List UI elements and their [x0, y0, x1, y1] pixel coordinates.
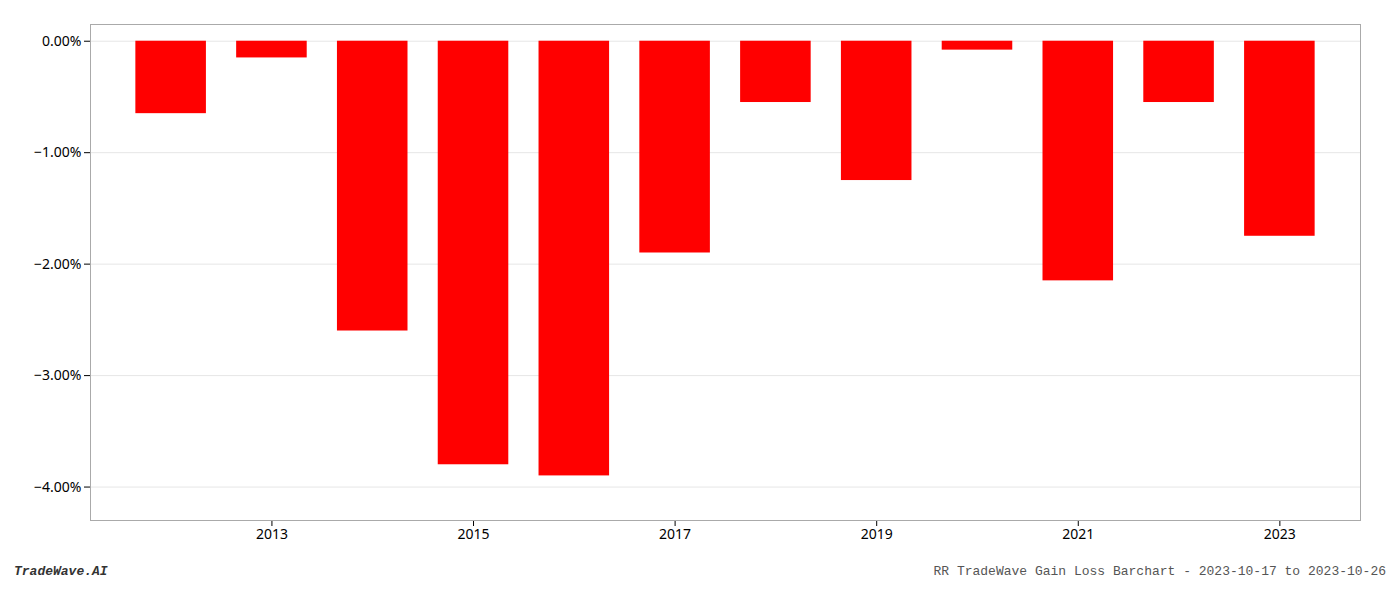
svg-text:−4.00%: −4.00% [34, 477, 81, 496]
svg-text:−1.00%: −1.00% [34, 142, 81, 161]
svg-text:−3.00%: −3.00% [34, 365, 81, 384]
svg-text:−2.00%: −2.00% [34, 254, 81, 273]
svg-text:2015: 2015 [457, 524, 489, 543]
svg-text:2013: 2013 [256, 524, 288, 543]
html-text:RR TradeWave Gain Loss Barchar: RR TradeWave Gain Loss Barchart - 2023-1… [933, 564, 1386, 579]
svg-text:2019: 2019 [861, 524, 893, 543]
html-text:TradeWave.AI: TradeWave.AI [14, 564, 108, 579]
svg-text:0.00%: 0.00% [42, 31, 81, 50]
svg-text:2021: 2021 [1062, 524, 1094, 543]
svg-text:2017: 2017 [659, 524, 691, 543]
svg-text:2023: 2023 [1264, 524, 1296, 543]
